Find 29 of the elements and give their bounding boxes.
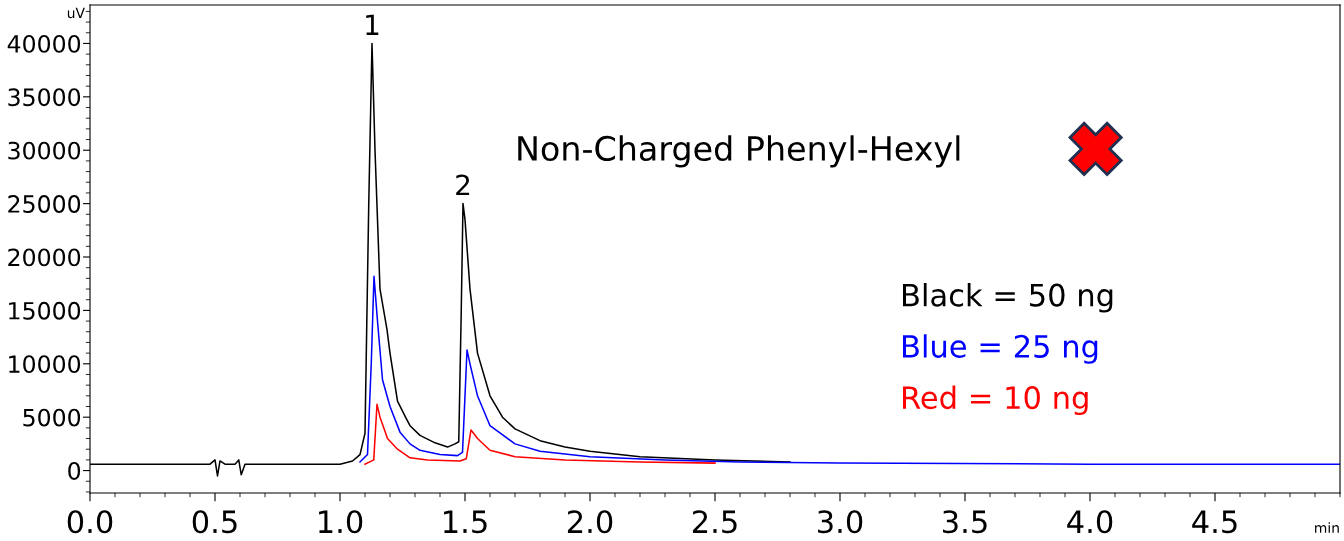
y-tick-label: 40000 bbox=[7, 34, 81, 53]
x-tick-label: 3.5 bbox=[943, 510, 987, 534]
x-tick-label: 4.5 bbox=[1192, 510, 1237, 534]
text: Blue = 25 ng bbox=[903, 334, 1098, 364]
y-tick-label: 25000 bbox=[8, 195, 81, 213]
x-tick-label: 4.0 bbox=[1067, 510, 1113, 534]
annotation: 1 bbox=[366, 14, 379, 35]
y-tick-label: 5000 bbox=[23, 408, 81, 427]
text: Black = 50 ng bbox=[903, 283, 1113, 313]
y-tick-label: 15000 bbox=[9, 301, 81, 320]
x-tick-label: 1.0 bbox=[319, 510, 363, 534]
text: Non-Charged Phenyl-Hexyl bbox=[518, 135, 960, 168]
y-tick-label: 10000 bbox=[9, 355, 81, 374]
y-axis-title: uV bbox=[67, 7, 85, 19]
x-axis-title: min bbox=[1315, 522, 1339, 533]
x-tick-label: 0.0 bbox=[67, 510, 113, 534]
line-series bbox=[359, 275, 1340, 465]
annotation: 2 bbox=[456, 174, 470, 196]
y-tick-label: 30000 bbox=[8, 141, 81, 160]
x-tick-label: 2.5 bbox=[692, 510, 737, 534]
y-tick-label: 35000 bbox=[8, 88, 81, 107]
x-tick-label: 2.0 bbox=[567, 510, 613, 534]
x-tick-label: 0.5 bbox=[192, 510, 237, 534]
y-tick-label: 20000 bbox=[8, 248, 81, 267]
x-tick-label: 1.5 bbox=[444, 510, 487, 534]
x-tick-label: 3.0 bbox=[818, 510, 863, 534]
text: Red = 10 ng bbox=[903, 385, 1088, 416]
y-tick-label: 0 bbox=[68, 462, 81, 480]
line-series bbox=[364, 403, 716, 465]
